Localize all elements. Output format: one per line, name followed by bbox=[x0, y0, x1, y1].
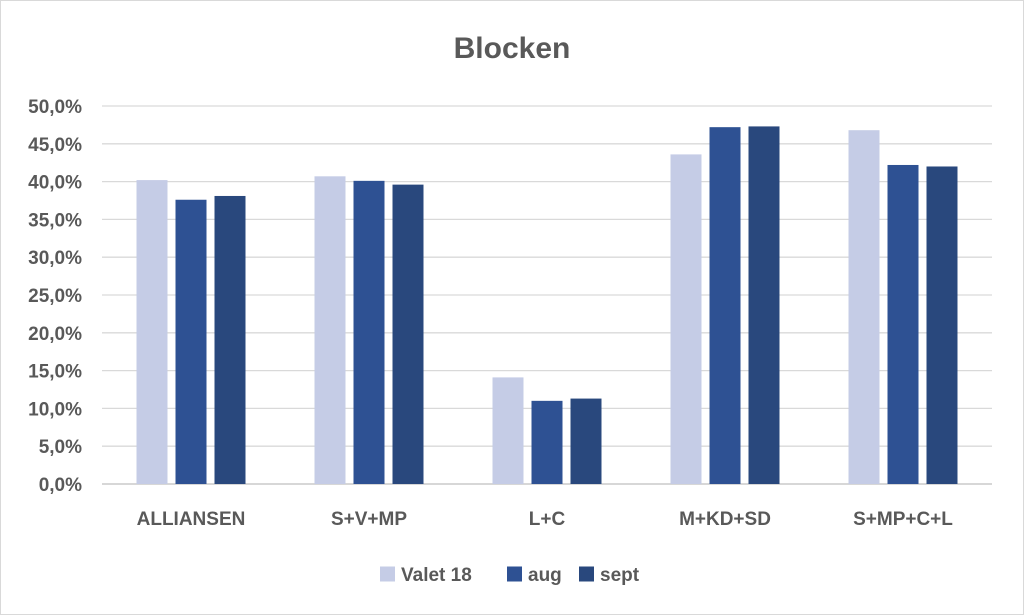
x-axis-ticks: ALLIANSEN S+V+MP L+C M+KD+SD S+MP+C+L bbox=[137, 509, 954, 530]
bar bbox=[214, 195, 246, 485]
bar bbox=[175, 199, 207, 484]
y-axis-ticks: 0,0% 5,0% 10,0% 15,0% 20,0% 25,0% 30,0% 35,0% 40… bbox=[28, 97, 82, 496]
legend-label: sept bbox=[600, 565, 640, 586]
bar bbox=[136, 180, 168, 484]
x-tick-label: ALLIANSEN bbox=[137, 509, 246, 530]
bar bbox=[314, 176, 346, 485]
legend-swatch bbox=[579, 566, 594, 582]
legend-label: Valet 18 bbox=[401, 565, 472, 586]
y-tick-label: 30,0% bbox=[28, 248, 82, 269]
y-tick-label: 15,0% bbox=[28, 362, 82, 383]
bar bbox=[887, 164, 919, 484]
x-tick-label: L+C bbox=[529, 509, 566, 530]
bar bbox=[492, 377, 524, 484]
legend-label: aug bbox=[528, 565, 562, 586]
y-tick-label: 45,0% bbox=[28, 135, 82, 156]
x-tick-label: S+V+MP bbox=[331, 509, 407, 530]
x-tick-label: M+KD+SD bbox=[679, 509, 771, 530]
bar bbox=[748, 126, 780, 485]
chart-title: Blocken bbox=[454, 32, 571, 65]
legend-swatch bbox=[507, 566, 522, 582]
bar bbox=[709, 127, 741, 484]
legend: Valet 18 aug sept bbox=[380, 565, 640, 586]
y-tick-label: 0,0% bbox=[39, 475, 82, 496]
bar bbox=[570, 398, 602, 484]
bar bbox=[926, 166, 958, 485]
y-tick-label: 40,0% bbox=[28, 173, 82, 194]
y-tick-label: 50,0% bbox=[28, 97, 82, 118]
bar bbox=[353, 180, 385, 484]
y-tick-label: 25,0% bbox=[28, 286, 82, 307]
bar bbox=[848, 130, 880, 484]
bar bbox=[670, 154, 702, 484]
legend-swatch bbox=[380, 566, 395, 582]
bars bbox=[136, 126, 958, 485]
y-tick-label: 5,0% bbox=[39, 437, 82, 458]
bar bbox=[531, 400, 563, 484]
gridlines bbox=[102, 105, 992, 485]
bar bbox=[392, 184, 424, 484]
x-tick-label: S+MP+C+L bbox=[853, 509, 953, 530]
y-tick-label: 35,0% bbox=[28, 210, 82, 231]
y-tick-label: 10,0% bbox=[28, 399, 82, 420]
y-tick-label: 20,0% bbox=[28, 324, 82, 345]
